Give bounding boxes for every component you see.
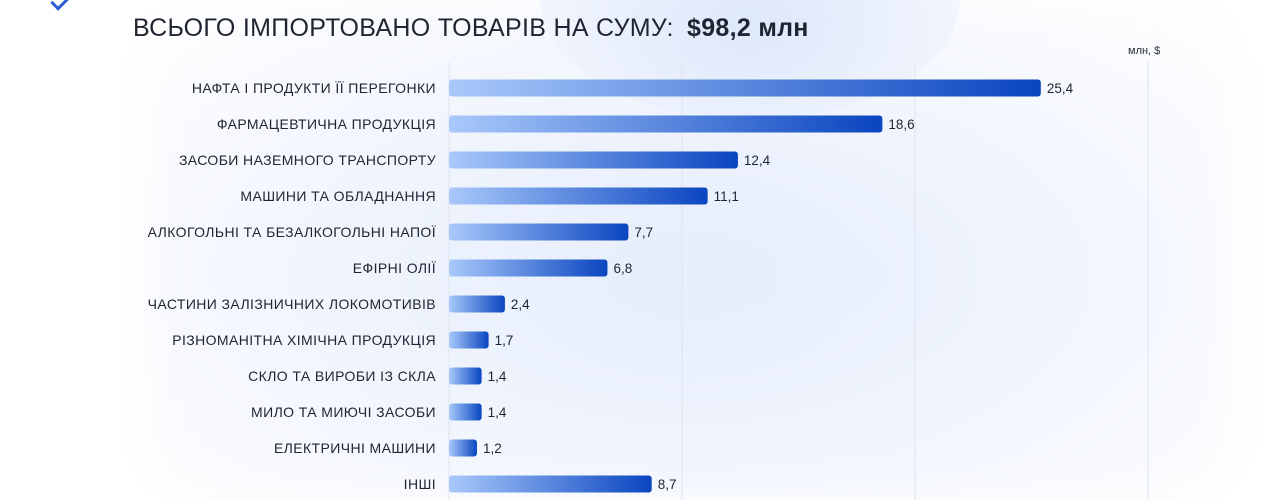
value-label: 8,7 xyxy=(658,477,677,492)
grid-lines xyxy=(448,62,1149,500)
value-label: 1,4 xyxy=(488,405,507,420)
category-label: СКЛО ТА ВИРОБИ ІЗ СКЛА xyxy=(248,368,436,384)
category-label: ЧАСТИНИ ЗАЛІЗНИЧНИХ ЛОКОМОТИВІВ xyxy=(148,296,436,312)
value-label: 12,4 xyxy=(744,153,771,168)
bar xyxy=(449,439,477,457)
category-label: ІНШІ xyxy=(404,476,436,492)
bar xyxy=(449,295,505,313)
bar xyxy=(449,367,482,385)
value-label: 7,7 xyxy=(634,225,653,240)
bar xyxy=(449,79,1041,97)
value-label: 1,4 xyxy=(488,369,507,384)
value-label: 1,2 xyxy=(483,441,502,456)
category-label: ФАРМАЦЕВТИЧНА ПРОДУКЦІЯ xyxy=(217,116,436,132)
bar xyxy=(449,331,489,349)
bar xyxy=(449,151,738,169)
chart-title: ВСЬОГО ІМПОРТОВАНО ТОВАРІВ НА СУМУ: $98,… xyxy=(133,14,809,43)
value-label: 11,1 xyxy=(714,189,739,204)
bars: НАФТА І ПРОДУКТИ ЇЇ ПЕРЕГОНКИ 25,4 ФАРМАЦЕ… xyxy=(148,79,1074,493)
category-label: РІЗНОМАНІТНА ХІМІЧНА ПРОДУКЦІЯ xyxy=(172,332,436,348)
bar xyxy=(449,187,708,205)
bar xyxy=(449,259,608,277)
category-label: ЕЛЕКТРИЧНІ МАШИНИ xyxy=(274,440,436,456)
value-label: 2,4 xyxy=(511,297,530,312)
category-label: МАШИНИ ТА ОБЛАДНАННЯ xyxy=(240,188,436,204)
category-label: МИЛО ТА МИЮЧІ ЗАСОБИ xyxy=(251,404,436,420)
value-label: 18,6 xyxy=(888,117,914,132)
chart-title-text: ВСЬОГО ІМПОРТОВАНО ТОВАРІВ НА СУМУ: xyxy=(133,14,674,42)
category-label: ЗАСОБИ НАЗЕМНОГО ТРАНСПОРТУ xyxy=(179,152,436,168)
bar xyxy=(449,475,652,493)
category-label: НАФТА І ПРОДУКТИ ЇЇ ПЕРЕГОНКИ xyxy=(192,80,436,96)
value-label: 1,7 xyxy=(495,333,514,348)
category-label: АЛКОГОЛЬНІ ТА БЕЗАЛКОГОЛЬНІ НАПОЇ xyxy=(148,224,436,240)
unit-label: млн, $ xyxy=(1128,45,1161,57)
bar xyxy=(449,223,629,241)
bar xyxy=(449,115,883,133)
bar xyxy=(449,403,482,421)
chart-total: $98,2 млн xyxy=(687,14,809,42)
value-label: 6,8 xyxy=(613,261,632,276)
value-label: 25,4 xyxy=(1047,81,1074,96)
category-label: ЕФІРНІ ОЛІЇ xyxy=(353,260,436,276)
